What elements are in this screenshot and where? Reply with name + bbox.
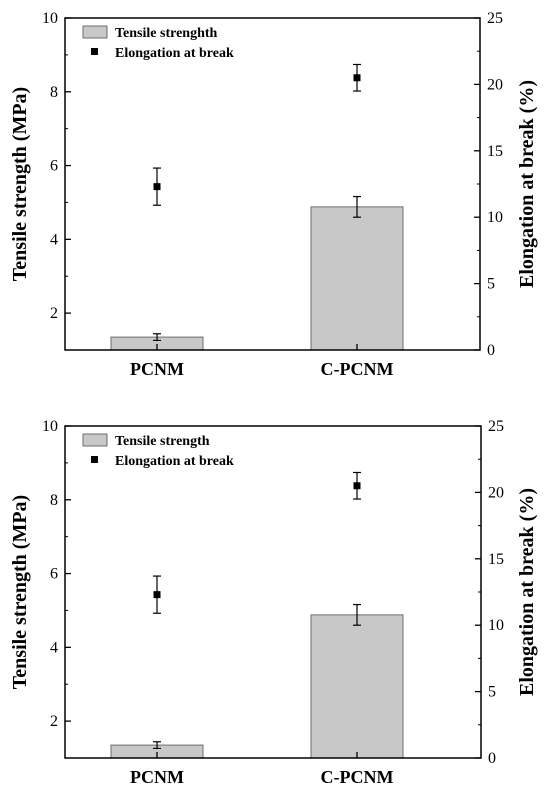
right-tick-label: 25 — [488, 418, 504, 435]
legend-marker-point — [91, 48, 98, 55]
point-pcnm — [153, 591, 161, 599]
legend: Tensile strenghth Elongation at break — [82, 25, 234, 61]
right-tick-label: 25 — [487, 10, 503, 27]
legend: Tensile strength Elongation at break — [82, 433, 234, 469]
right-tick-label: 5 — [487, 276, 495, 293]
chart-panel-2: 2 4 6 8 10 0 5 10 15 20 25 PCNM C-PCNM Tensile streng… — [9, 418, 538, 787]
bar-c-pcnm — [310, 614, 404, 759]
bar-error-pcnm — [153, 741, 161, 750]
left-tick-label: 10 — [42, 418, 58, 435]
plot-frame — [64, 425, 482, 759]
right-tick-label: 0 — [487, 342, 495, 359]
legend-label-bar: Tensile strength — [115, 434, 210, 449]
right-tick-label: 10 — [487, 209, 503, 226]
left-tick-label: 10 — [42, 10, 58, 27]
left-tick-label: 8 — [50, 492, 58, 509]
legend-marker-point — [91, 456, 98, 463]
right-tick-label: 20 — [487, 76, 503, 93]
category-label: PCNM — [130, 767, 184, 787]
right-tick-label: 5 — [488, 684, 496, 701]
y-axis-title-left: Tensile strength (MPa) — [9, 495, 31, 689]
y-axis-title-left: Tensile strength (MPa) — [9, 87, 31, 281]
legend-swatch-bar — [82, 433, 108, 447]
bar-c-pcnm — [310, 206, 404, 351]
point-c-pcnm — [353, 74, 361, 82]
left-tick-label: 4 — [50, 639, 58, 656]
legend-label-point: Elongation at break — [115, 46, 234, 61]
category-label: C-PCNM — [321, 359, 394, 379]
bar-error-pcnm — [153, 333, 161, 342]
legend-swatch-bar — [82, 25, 108, 39]
left-tick-label: 2 — [50, 713, 58, 730]
right-tick-label: 15 — [488, 551, 504, 568]
plot-frame — [64, 17, 481, 351]
chart-panel-1: 2 4 6 8 10 0 5 10 15 20 25 PCNM C-PCNM Tensile streng… — [9, 10, 538, 379]
left-tick-label: 2 — [50, 305, 58, 322]
category-label: C-PCNM — [321, 767, 394, 787]
y-axis-title-right: Elongation at break (%) — [516, 80, 538, 288]
left-tick-label: 6 — [50, 158, 58, 175]
bar-error-c-pcnm — [353, 195, 361, 218]
right-tick-label: 15 — [487, 143, 503, 160]
bar-error-c-pcnm — [353, 603, 361, 626]
legend-label-bar: Tensile strenghth — [115, 26, 218, 41]
right-tick-label: 10 — [488, 617, 504, 634]
category-label: PCNM — [130, 359, 184, 379]
point-c-pcnm — [353, 482, 361, 490]
left-tick-label: 8 — [50, 84, 58, 101]
legend-label-point: Elongation at break — [115, 454, 234, 469]
right-tick-label: 0 — [488, 750, 496, 767]
y-axis-title-right: Elongation at break (%) — [516, 488, 538, 696]
point-pcnm — [153, 183, 161, 191]
left-tick-label: 4 — [50, 231, 58, 248]
right-tick-label: 20 — [488, 484, 504, 501]
left-tick-label: 6 — [50, 566, 58, 583]
